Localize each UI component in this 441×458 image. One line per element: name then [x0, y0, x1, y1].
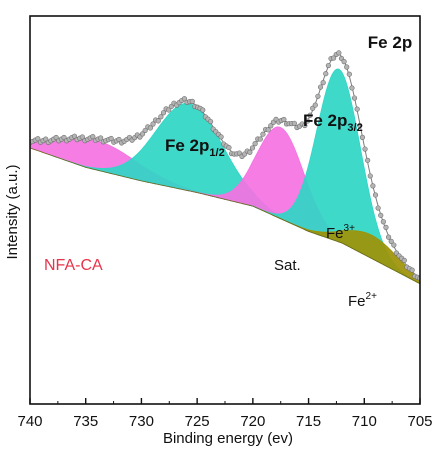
data-point	[108, 135, 114, 142]
peak-label-fe2p12-sub: 1/2	[209, 147, 224, 159]
data-point	[341, 59, 347, 65]
y-axis-label: Intensity (a.u.)	[4, 164, 21, 259]
data-point	[385, 234, 392, 240]
data-point	[35, 136, 41, 142]
data-point	[302, 122, 308, 129]
data-point	[365, 157, 371, 163]
peak-label-fe2p32-sub: 3/2	[347, 122, 362, 134]
data-point	[349, 85, 355, 91]
data-point	[401, 257, 407, 263]
data-point	[354, 106, 360, 112]
peak-label-fe2-sup: 2+	[366, 291, 378, 302]
data-point	[344, 64, 350, 70]
x-axis-ticks: 740 735 730 725 720 715 710 705	[17, 398, 433, 430]
sample-label: NFA-CA	[44, 257, 103, 274]
data-point	[218, 134, 224, 140]
data-point	[383, 224, 389, 230]
data-point	[252, 141, 258, 147]
data-point	[359, 134, 366, 140]
data-point	[181, 96, 188, 102]
data-point	[249, 145, 256, 151]
x-tick-label: 730	[129, 413, 154, 430]
data-point	[98, 135, 104, 141]
data-point	[336, 50, 342, 56]
data-point	[260, 131, 266, 137]
data-point	[312, 102, 318, 108]
peak-label-sat: Sat.	[274, 257, 301, 274]
background-line	[30, 147, 420, 285]
chart-title: Fe 2p	[368, 33, 412, 52]
data-point	[150, 121, 156, 127]
peak-label-fe2p12-main: Fe 2p	[165, 136, 209, 155]
data-point	[380, 219, 386, 225]
data-point	[268, 123, 274, 129]
data-point	[247, 149, 253, 155]
data-point	[160, 110, 167, 116]
data-point	[291, 120, 297, 126]
data-point	[304, 118, 311, 124]
data-point	[307, 112, 313, 118]
data-point	[331, 55, 337, 61]
peak-label-fe3-main: Fe	[326, 225, 344, 242]
data-point	[362, 146, 368, 152]
data-point	[189, 98, 195, 104]
data-point	[325, 62, 331, 69]
x-tick-label: 740	[17, 413, 42, 430]
peak-label-fe3: Fe3+	[326, 223, 355, 242]
data-point	[346, 71, 352, 77]
data-point	[200, 107, 206, 113]
data-point	[378, 212, 384, 218]
data-point	[372, 192, 379, 198]
data-point	[409, 267, 415, 273]
data-point	[317, 84, 324, 90]
x-tick-label: 725	[185, 413, 210, 430]
data-point	[375, 205, 381, 211]
data-point	[147, 125, 153, 131]
x-tick-label: 715	[296, 413, 321, 430]
data-point	[367, 173, 373, 179]
data-point	[370, 183, 376, 189]
background-area	[30, 147, 420, 404]
data-point	[265, 127, 271, 133]
component-fills	[30, 68, 420, 404]
envelope-curve	[30, 50, 420, 281]
x-tick-label: 735	[73, 413, 98, 430]
data-point	[139, 131, 146, 137]
data-point	[43, 136, 49, 142]
data-point	[155, 118, 161, 124]
x-axis-label: Binding energy (ev)	[163, 430, 293, 447]
data-point	[320, 80, 326, 86]
peak-label-fe2p32-main: Fe 2p	[303, 111, 347, 130]
data-point	[158, 114, 164, 120]
data-point	[166, 107, 172, 113]
data-point	[71, 133, 78, 139]
data-point	[388, 238, 394, 244]
x-tick-label: 720	[240, 413, 265, 430]
data-point	[116, 136, 122, 143]
data-point	[391, 242, 397, 248]
data-point	[257, 136, 263, 142]
data-point	[226, 144, 232, 151]
peak-label-fe2: Fe2+	[348, 291, 377, 310]
peak-label-fe2p12: Fe 2p1/2	[165, 136, 225, 159]
data-point	[208, 118, 214, 125]
data-point	[79, 134, 85, 140]
data-point	[323, 71, 329, 77]
peak-label-fe2p32: Fe 2p3/2	[303, 111, 363, 134]
data-point	[142, 127, 148, 134]
data-point	[351, 95, 358, 101]
data-point	[357, 122, 363, 129]
data-point	[90, 134, 96, 140]
data-point	[236, 150, 242, 156]
peak-label-fe3-sup: 3+	[344, 223, 356, 234]
peak-label-fe2-main: Fe	[348, 293, 366, 310]
data-point	[281, 116, 287, 123]
x-tick-label: 705	[407, 413, 432, 430]
x-tick-label: 710	[352, 413, 377, 430]
data-point	[315, 93, 321, 99]
